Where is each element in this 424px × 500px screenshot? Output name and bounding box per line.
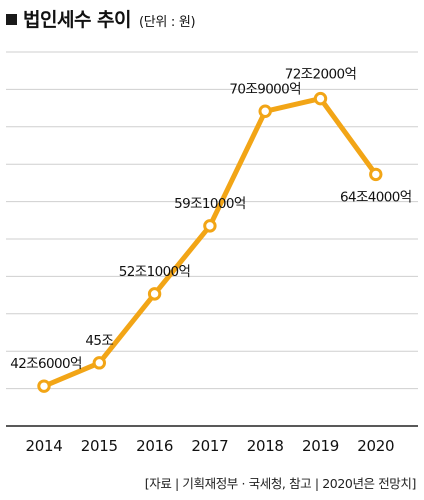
x-tick-label: 2018 <box>247 437 284 455</box>
chart-unit: (단위 : 원) <box>139 15 196 30</box>
x-tick-label: 2015 <box>81 437 118 455</box>
data-point <box>92 356 107 370</box>
x-tick-label: 2016 <box>136 437 173 455</box>
chart-title-group: 법인세수 추이 (단위 : 원) <box>6 5 196 32</box>
x-tick-label: 2014 <box>26 437 63 455</box>
data-label: 42조6000억 <box>10 356 82 372</box>
data-point <box>147 287 162 301</box>
data-label: 72조2000억 <box>285 67 357 83</box>
x-tick-label: 2020 <box>357 437 394 455</box>
data-point <box>369 167 383 182</box>
x-tick-label: 2017 <box>191 437 228 455</box>
data-label: 52조1000억 <box>119 264 191 280</box>
x-tick-label: 2019 <box>302 437 339 455</box>
chart-source-note: [자료 | 기획재정부 · 국세청, 참고 | 2020년은 전망치] <box>144 476 417 491</box>
data-point <box>203 219 217 233</box>
title-bullet-icon <box>6 14 17 25</box>
chart-title: 법인세수 추이 <box>23 9 132 31</box>
data-point <box>37 379 51 393</box>
data-point <box>313 91 328 106</box>
data-point <box>258 104 272 118</box>
data-label: 45조 <box>85 333 113 349</box>
data-label: 64조4000억 <box>340 189 412 205</box>
data-label: 70조9000억 <box>229 81 301 97</box>
data-label: 59조1000억 <box>174 196 246 212</box>
